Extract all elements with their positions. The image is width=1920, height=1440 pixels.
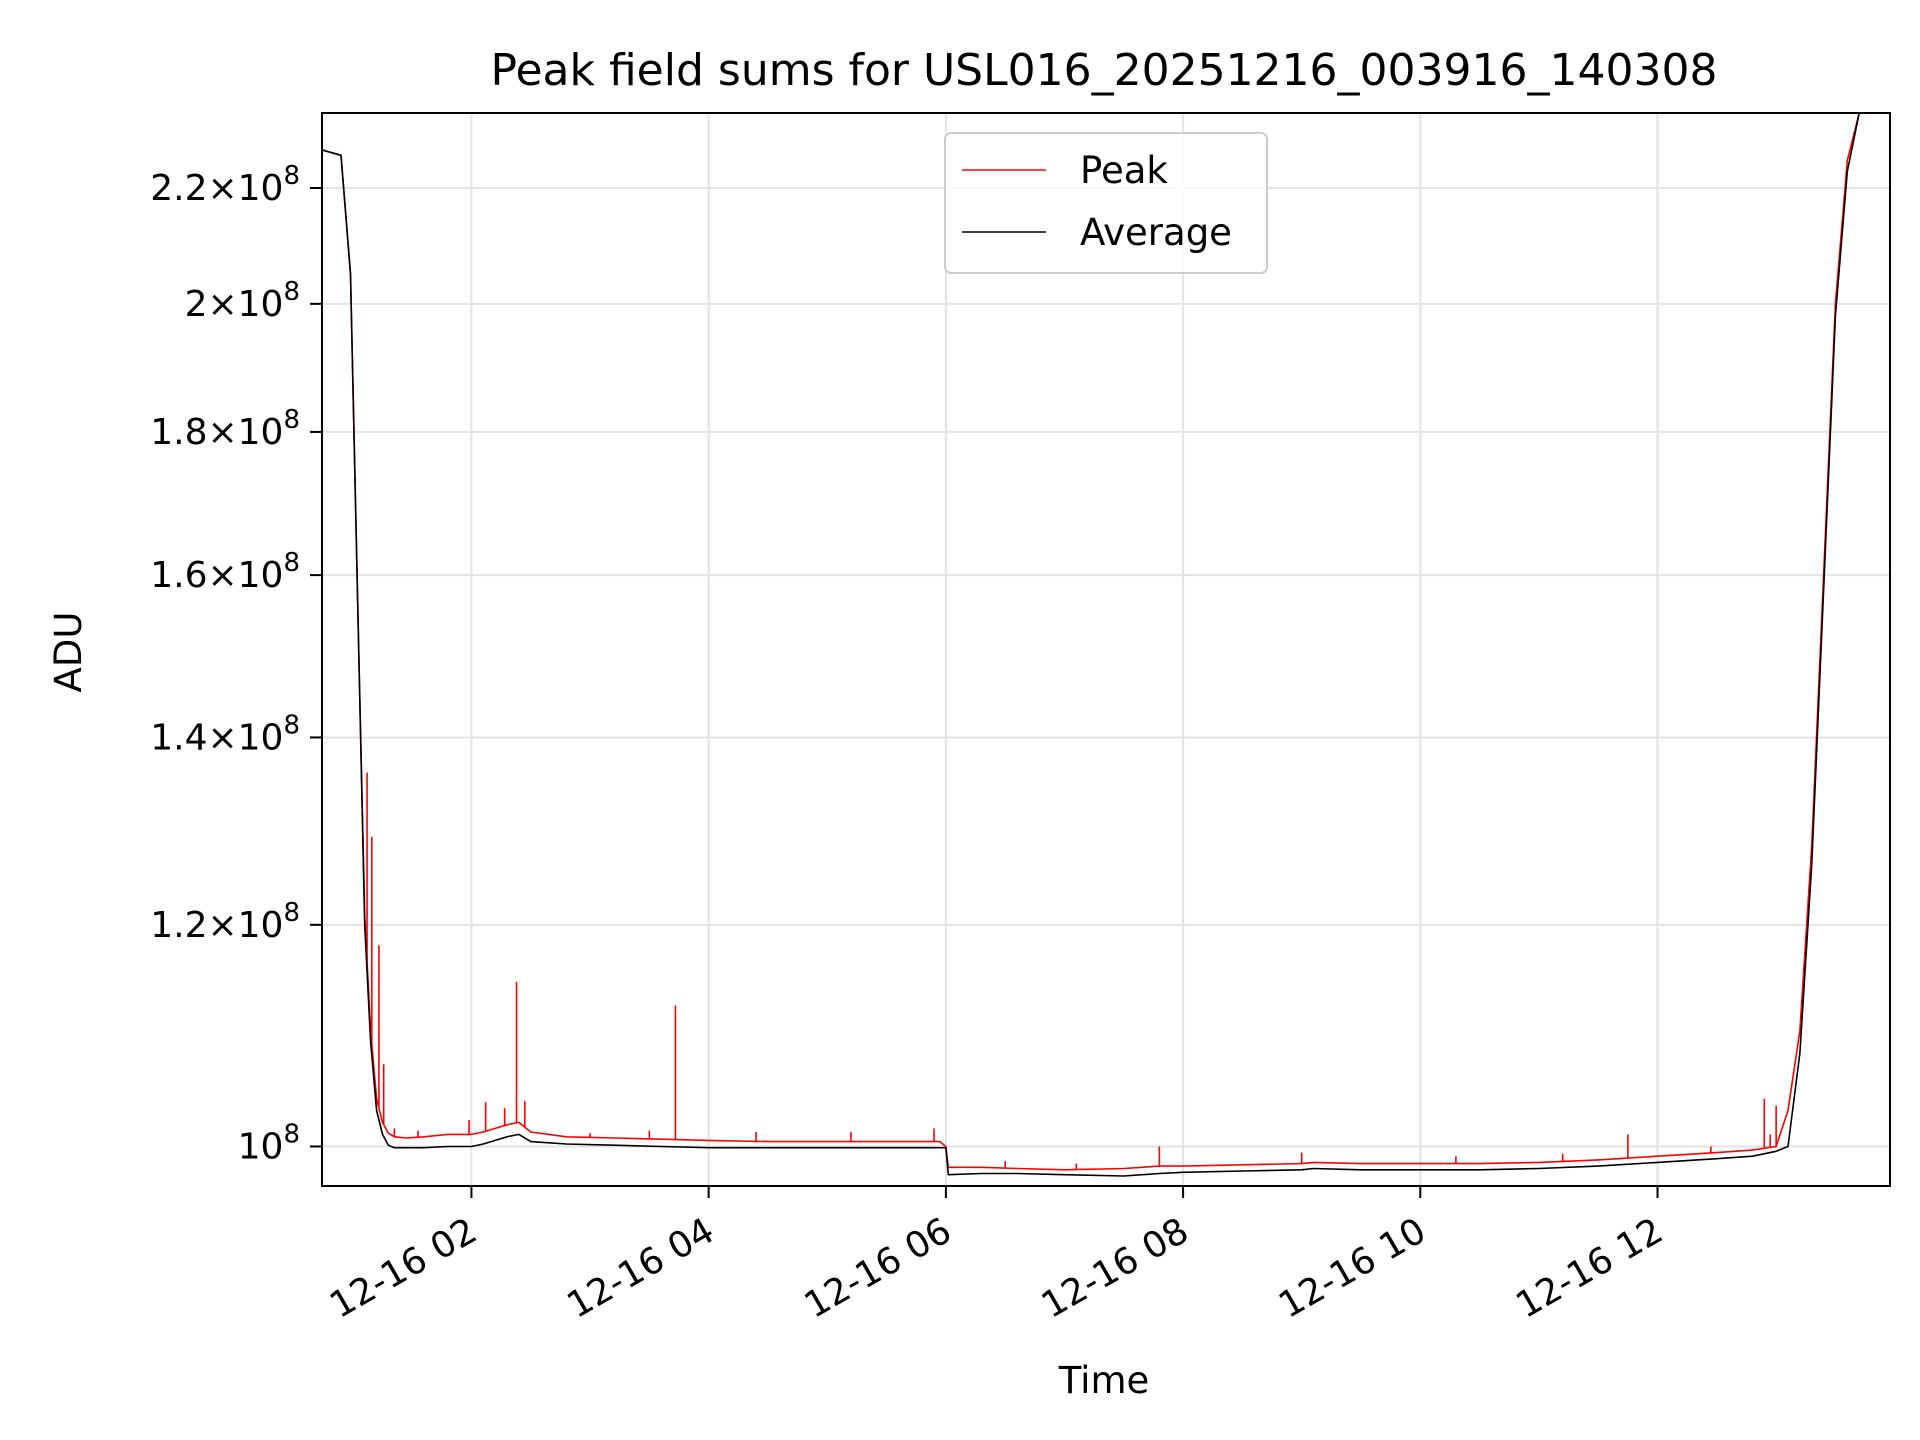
legend-box — [944, 132, 1268, 274]
y-tick-exponent: 8 — [283, 710, 300, 740]
legend-label-peak: Peak — [1080, 149, 1168, 192]
y-tick-mantissa: 10 — [238, 1126, 284, 1167]
y-tick-label: 2.2×108 — [150, 161, 300, 209]
grid — [322, 113, 1890, 1186]
y-tick-label: 1.8×108 — [150, 405, 300, 453]
y-tick-exponent: 8 — [283, 1119, 300, 1149]
y-tick-exponent: 8 — [283, 548, 300, 578]
y-tick-mantissa: 1.6×10 — [150, 555, 283, 596]
y-tick-mantissa: 1.4×10 — [150, 717, 283, 758]
y-tick-mantissa: 1.8×10 — [150, 412, 283, 453]
legend: Peak Average — [944, 132, 1268, 274]
y-tick-mantissa: 1.2×10 — [150, 905, 283, 946]
y-tick-label: 108 — [238, 1119, 300, 1167]
series-line-average — [322, 113, 1860, 1177]
y-tick-label: 1.6×108 — [150, 548, 300, 596]
legend-label-average: Average — [1080, 211, 1232, 254]
chart-title: Peak field sums for USL016_20251216_0039… — [491, 45, 1718, 96]
y-tick-label: 2×108 — [185, 277, 300, 325]
y-axis-label: ADU — [47, 612, 90, 693]
y-tick-exponent: 8 — [283, 898, 300, 928]
series-line-peak — [322, 113, 1860, 1171]
y-tick-mantissa: 2×10 — [185, 284, 284, 325]
x-axis-label: Time — [1058, 1359, 1150, 1402]
y-tick-exponent: 8 — [283, 405, 300, 435]
y-tick-label: 1.4×108 — [150, 710, 300, 758]
series-layer — [322, 113, 1860, 1177]
y-tick-exponent: 8 — [283, 161, 300, 191]
y-tick-mantissa: 2.2×10 — [150, 168, 283, 209]
y-tick-exponent: 8 — [283, 277, 300, 307]
plot-frame — [321, 112, 1891, 1187]
y-tick-label: 1.2×108 — [150, 898, 300, 946]
